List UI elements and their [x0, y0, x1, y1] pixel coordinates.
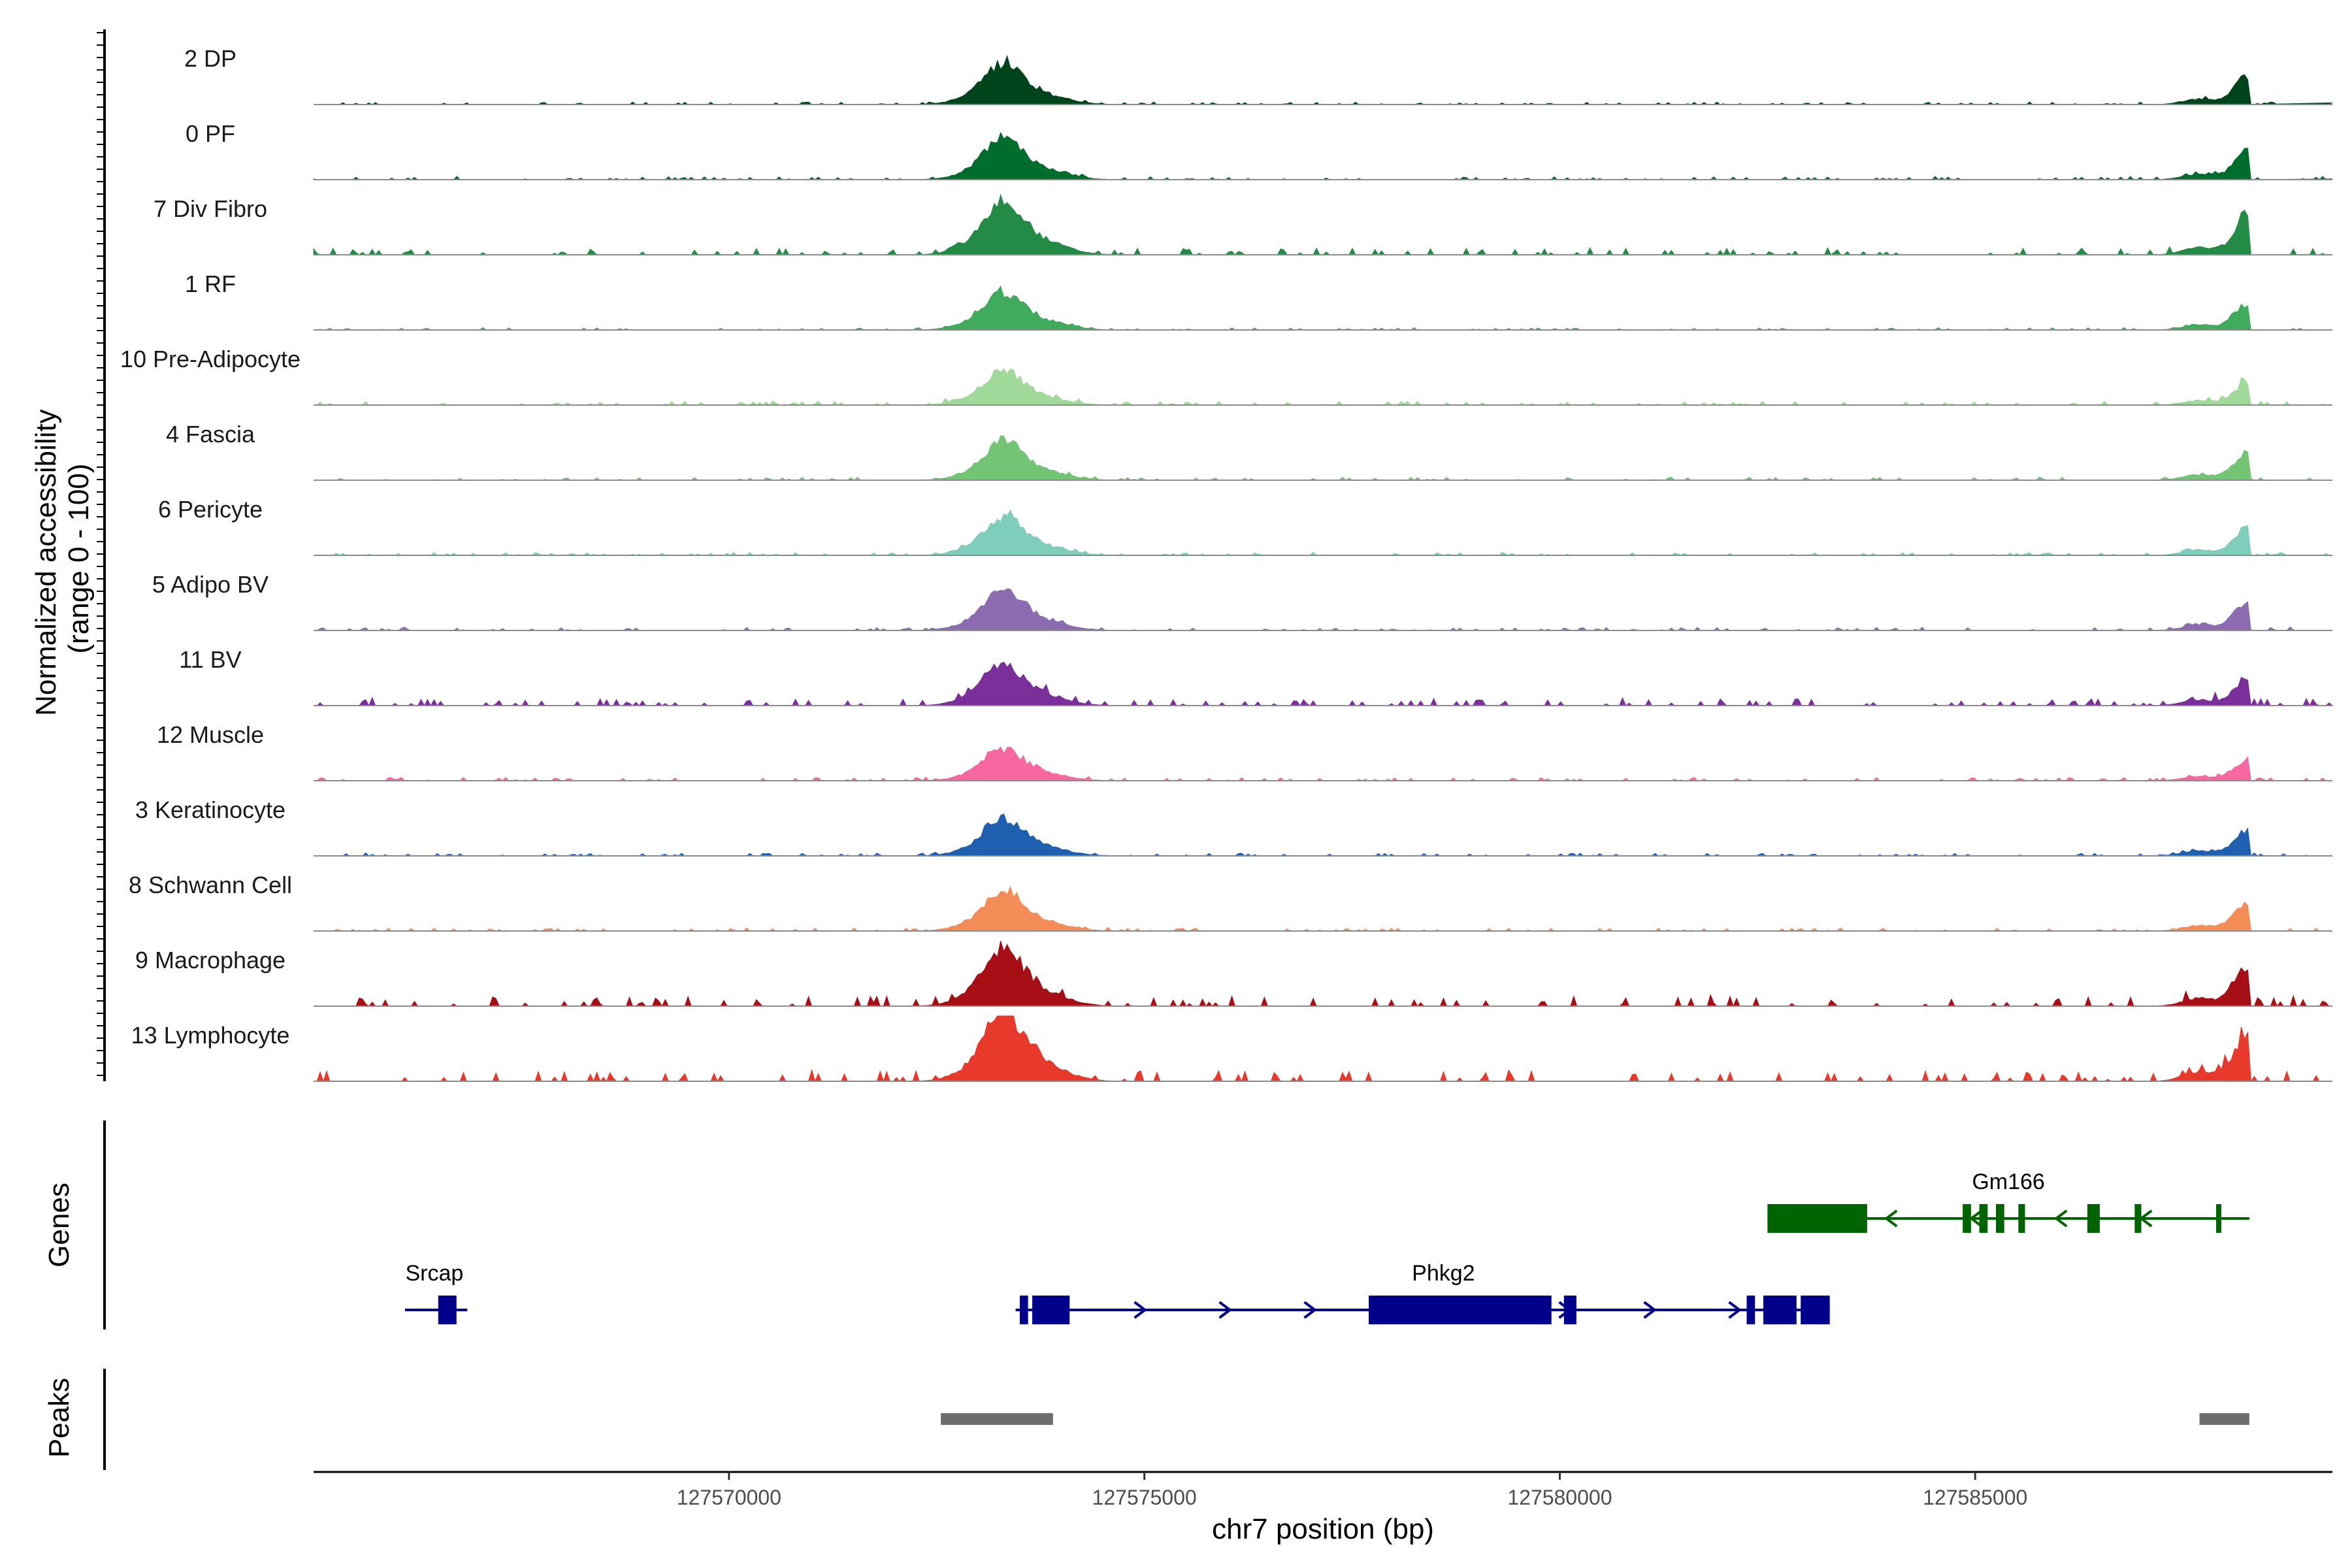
- y-axis-title: Normalized accessibility (range 0 - 100): [30, 401, 95, 716]
- track-label: 2 DP: [184, 45, 237, 72]
- gene-exon: [2018, 1204, 2025, 1233]
- coverage-area: [314, 885, 2332, 932]
- x-tick-label: 127585000: [1923, 1486, 2027, 1509]
- peak-regions: [941, 1413, 2249, 1425]
- track-label: 13 Lymphocyte: [131, 1022, 290, 1049]
- coverage-y-ticks: [97, 32, 105, 1076]
- gene-model: Phkg2: [1015, 1261, 1830, 1324]
- track: 9 Macrophage: [135, 940, 2332, 1007]
- gene-exon: [1032, 1296, 1070, 1324]
- gene-exon: [1763, 1296, 1797, 1324]
- gene-model: Srcap: [404, 1261, 468, 1324]
- x-tick-label: 127575000: [1092, 1486, 1197, 1509]
- track-label: 8 Schwann Cell: [129, 872, 292, 898]
- gene-label: Srcap: [405, 1261, 463, 1286]
- track-label: 7 Div Fibro: [154, 195, 267, 222]
- coverage-area: [314, 1015, 2332, 1083]
- track: 8 Schwann Cell: [129, 872, 2332, 932]
- strand-arrow: [1968, 1209, 1983, 1228]
- x-axis-ticks: 127570000 127575000 127580000 127585000: [677, 1472, 2027, 1509]
- gene-exon: [1746, 1296, 1756, 1324]
- track: 10 Pre-Adipocyte: [120, 346, 2332, 406]
- coverage-area: [314, 509, 2332, 556]
- strand-arrow: [1218, 1301, 1232, 1319]
- peak-region: [2199, 1413, 2249, 1425]
- gene-exon: [2215, 1204, 2221, 1233]
- x-tick-label: 127570000: [677, 1486, 781, 1509]
- gene-exon: [1801, 1296, 1830, 1324]
- gene-exon: [1563, 1296, 1576, 1324]
- gene-exon: [1019, 1296, 1028, 1324]
- peaks-panel-title: Peaks: [43, 1378, 75, 1458]
- genes-panel-title: Genes: [43, 1183, 75, 1267]
- track-label: 5 Adipo BV: [152, 571, 269, 598]
- coverage-area: [314, 940, 2332, 1007]
- track: 4 Fascia: [166, 421, 2332, 481]
- coverage-area: [314, 661, 2334, 707]
- gene-exon: [438, 1296, 457, 1324]
- gene-exon: [1996, 1204, 2004, 1233]
- gene-exon: [1767, 1204, 1867, 1233]
- track-label: 12 Muscle: [157, 721, 264, 748]
- coverage-area: [314, 588, 2332, 631]
- track: 0 PF: [186, 120, 2333, 180]
- gene-label: Phkg2: [1412, 1261, 1475, 1286]
- strand-arrow: [1884, 1209, 1898, 1228]
- track-label: 4 Fascia: [166, 421, 255, 448]
- coverage-area: [314, 368, 2332, 406]
- coverage-area: [313, 193, 2332, 256]
- gene-exon: [1979, 1204, 1988, 1233]
- gene-exon: [2134, 1204, 2142, 1233]
- coverage-area: [314, 285, 2332, 331]
- gene-label: Gm166: [1972, 1169, 2045, 1194]
- track: 11 BV: [179, 646, 2334, 707]
- coverage-area: [314, 55, 2333, 105]
- gene-exon: [1963, 1204, 1971, 1233]
- x-axis-title: chr7 position (bp): [1212, 1513, 1434, 1545]
- track: 3 Keratinocyte: [135, 796, 2332, 857]
- track: 6 Pericyte: [158, 496, 2332, 556]
- strand-arrow: [1643, 1301, 1657, 1319]
- coverage-tracks: 2 DP 0 PF 7 Div Fibro 1 RF 10 Pre-Adipocyte 4…: [120, 45, 2334, 1083]
- track: 5 Adipo BV: [152, 571, 2332, 631]
- track: 12 Muscle: [157, 721, 2332, 781]
- strand-arrow: [1728, 1301, 1742, 1319]
- gene-model: Gm166: [1767, 1169, 2249, 1233]
- coverage-area: [313, 131, 2333, 180]
- track: 7 Div Fibro: [154, 193, 2332, 256]
- peak-region: [941, 1413, 1053, 1425]
- gene-exon: [1368, 1296, 1552, 1324]
- coverage-area: [314, 746, 2332, 781]
- track-label: 3 Keratinocyte: [135, 796, 286, 823]
- track: 1 RF: [185, 270, 2332, 331]
- track-label: 9 Macrophage: [135, 947, 286, 973]
- track-label: 10 Pre-Adipocyte: [120, 346, 301, 372]
- coverage-area: [314, 813, 2332, 857]
- strand-arrow: [2053, 1209, 2068, 1228]
- strand-arrow: [1303, 1301, 1317, 1319]
- track-label: 0 PF: [186, 120, 235, 147]
- track-label: 11 BV: [179, 646, 241, 673]
- coverage-area: [314, 435, 2332, 481]
- track: 2 DP: [184, 45, 2333, 105]
- gene-annotations: Gm166 Srcap Phkg2: [404, 1169, 2249, 1324]
- track: 13 Lymphocyte: [131, 1015, 2332, 1083]
- track-label: 6 Pericyte: [158, 496, 263, 523]
- track-label: 1 RF: [185, 270, 236, 297]
- gene-exon: [2087, 1204, 2100, 1233]
- x-tick-label: 127580000: [1507, 1486, 1612, 1509]
- strand-arrow: [1134, 1301, 1147, 1319]
